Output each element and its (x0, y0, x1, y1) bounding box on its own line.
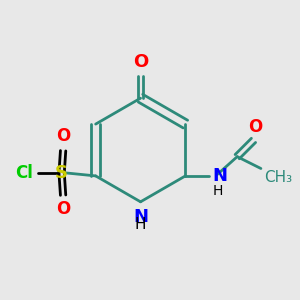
Text: O: O (133, 53, 148, 71)
Text: O: O (56, 128, 70, 146)
Text: CH₃: CH₃ (264, 170, 292, 185)
Text: O: O (56, 200, 70, 218)
Text: N: N (133, 208, 148, 226)
Text: N: N (212, 167, 227, 185)
Text: O: O (248, 118, 262, 136)
Text: H: H (135, 217, 146, 232)
Text: S: S (55, 164, 68, 182)
Text: H: H (213, 184, 223, 198)
Text: Cl: Cl (16, 164, 34, 182)
